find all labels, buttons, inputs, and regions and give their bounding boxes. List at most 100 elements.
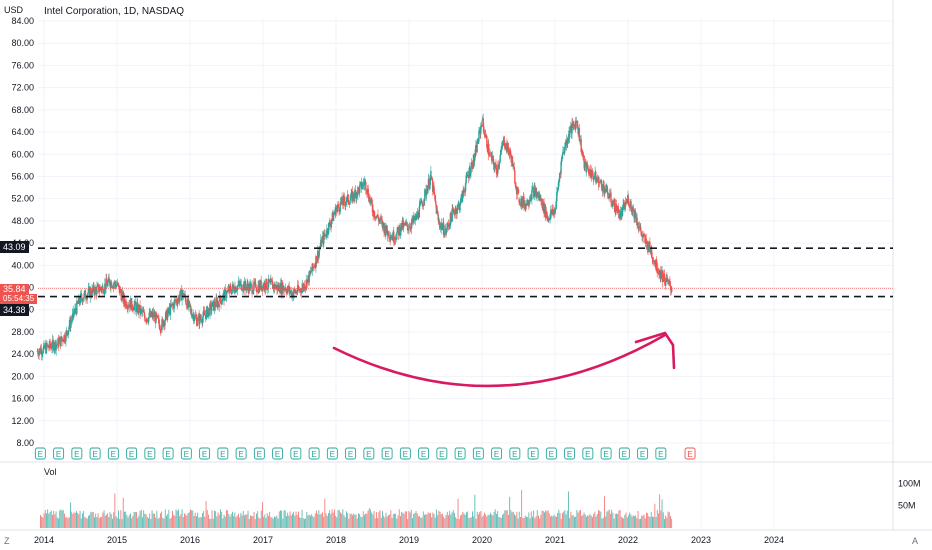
- volume-bar: [638, 519, 640, 528]
- y-tick-label: 80.00: [11, 38, 34, 48]
- candle-body: [157, 318, 160, 319]
- candle-body: [296, 292, 298, 294]
- volume-bar: [136, 512, 137, 528]
- volume-bar: [370, 509, 371, 528]
- volume-bar: [58, 518, 59, 528]
- volume-bar: [125, 511, 127, 528]
- candle-body: [430, 170, 432, 177]
- volume-bar: [535, 516, 537, 528]
- candle-body: [403, 222, 405, 224]
- volume-bar: [254, 519, 256, 528]
- volume-bar: [305, 518, 307, 528]
- y-tick-label: 64.00: [11, 127, 34, 137]
- volume-bar: [497, 511, 499, 528]
- volume-bar: [500, 517, 502, 528]
- volume-bar: [220, 509, 221, 528]
- candle-body: [668, 279, 670, 282]
- candle-body: [169, 303, 172, 315]
- earnings-marker: [527, 447, 539, 460]
- candle-body: [556, 189, 559, 192]
- candle-body: [382, 222, 385, 227]
- candle-body: [563, 152, 565, 154]
- volume-bar: [419, 515, 421, 528]
- volume-bar: [644, 518, 646, 528]
- volume-bar: [434, 517, 436, 528]
- volume-bar: [412, 518, 413, 528]
- volume-bar: [235, 516, 237, 528]
- candle-body: [63, 335, 66, 341]
- volume-bar: [341, 513, 343, 528]
- volume-bar: [526, 516, 527, 528]
- candle-body: [485, 134, 487, 137]
- volume-bar: [242, 510, 244, 528]
- volume-bar: [246, 514, 248, 528]
- volume-bar: [215, 511, 217, 528]
- candle-body: [200, 318, 203, 323]
- candle-body: [178, 296, 181, 302]
- volume-bar: [42, 517, 44, 528]
- candle-body: [207, 311, 209, 318]
- volume-bar: [59, 510, 61, 528]
- volume-bar: [504, 510, 506, 528]
- earnings-marker-label: E: [238, 450, 243, 459]
- candle-body: [318, 248, 321, 251]
- volume-bar: [222, 518, 224, 528]
- candle-body: [52, 339, 54, 343]
- volume-bar: [443, 516, 445, 528]
- x-tick-label: 2023: [691, 535, 711, 545]
- volume-bar: [314, 513, 316, 528]
- volume-bar: [211, 510, 213, 528]
- volume-bar: [619, 509, 621, 528]
- candle-body: [495, 163, 497, 168]
- candle-body: [47, 345, 49, 348]
- volume-bar: [186, 515, 188, 528]
- volume-bar: [277, 518, 279, 528]
- volume-bar: [163, 518, 165, 528]
- volume-bar: [559, 513, 561, 528]
- volume-bar: [173, 514, 175, 528]
- candle-body: [252, 290, 254, 294]
- candle-body: [51, 339, 54, 349]
- y-tick-label: 60.00: [11, 149, 34, 159]
- volume-bar: [594, 511, 596, 528]
- volume-bar: [588, 515, 590, 528]
- candle-body: [528, 204, 530, 205]
- y-tick-label: 40.00: [11, 260, 34, 270]
- candle-body: [275, 286, 277, 289]
- candle-body: [164, 312, 167, 321]
- volume-bar: [426, 514, 428, 528]
- candle-body: [310, 271, 313, 273]
- volume-bar: [407, 519, 409, 528]
- candle-body: [526, 199, 529, 206]
- volume-bar: [287, 512, 289, 528]
- auto-scale-button[interactable]: A: [911, 536, 918, 546]
- volume-bar: [65, 517, 67, 528]
- earnings-marker-label: E: [585, 450, 590, 459]
- volume-bar: [553, 514, 555, 528]
- volume-bar: [389, 514, 391, 528]
- volume-bar: [665, 515, 667, 528]
- candle-body: [96, 286, 98, 295]
- volume-bar: [462, 511, 464, 528]
- volume-bar: [229, 516, 231, 528]
- volume-bar: [457, 498, 459, 528]
- candle-body: [519, 202, 521, 204]
- candle-body: [152, 312, 155, 318]
- candle-body: [244, 280, 247, 287]
- candle-body: [643, 235, 646, 237]
- candle-body: [642, 234, 644, 238]
- candle-body: [656, 271, 658, 274]
- earnings-marker: [655, 447, 667, 460]
- volume-bar: [330, 513, 332, 528]
- volume-bar: [600, 511, 602, 528]
- timezone-z-button[interactable]: Z: [4, 536, 10, 546]
- candle-body: [528, 200, 531, 205]
- candle-body: [226, 291, 228, 294]
- candle-body: [634, 210, 636, 218]
- volume-bar: [258, 517, 260, 528]
- candle-body: [228, 285, 231, 293]
- candle-body: [135, 304, 138, 312]
- volume-bar: [449, 510, 451, 528]
- candle-body: [410, 223, 413, 229]
